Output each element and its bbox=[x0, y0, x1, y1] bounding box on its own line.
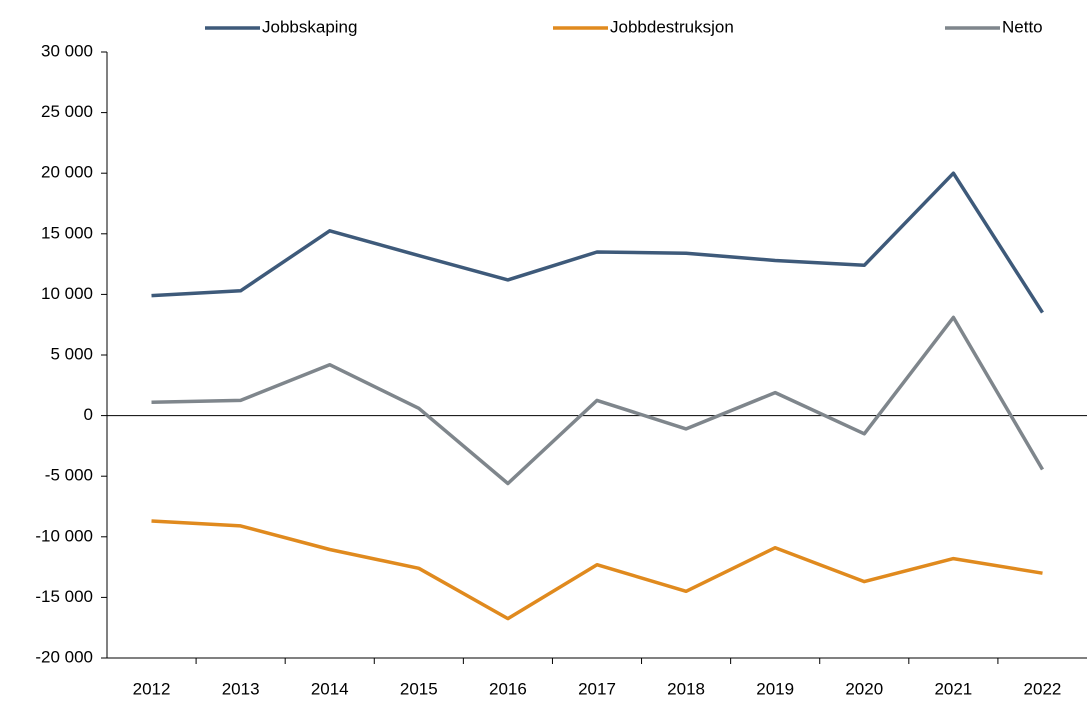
x-tick-label: 2018 bbox=[667, 679, 705, 698]
y-tick-label: 5 000 bbox=[50, 344, 93, 363]
x-tick-label: 2022 bbox=[1024, 679, 1062, 698]
x-tick-label: 2014 bbox=[311, 679, 349, 698]
x-tick-label: 2021 bbox=[934, 679, 972, 698]
y-tick-label: 30 000 bbox=[41, 41, 93, 60]
x-tick-label: 2019 bbox=[756, 679, 794, 698]
x-tick-label: 2016 bbox=[489, 679, 527, 698]
y-tick-label: 0 bbox=[84, 405, 93, 424]
series-line bbox=[151, 171, 1044, 314]
legend-label: Jobbskaping bbox=[262, 17, 357, 36]
y-tick-label: 20 000 bbox=[41, 163, 93, 182]
legend-label: Netto bbox=[1002, 17, 1043, 36]
x-tick-label: 2017 bbox=[578, 679, 616, 698]
y-tick-label: -10 000 bbox=[35, 526, 93, 545]
y-tick-label: 25 000 bbox=[41, 102, 93, 121]
y-tick-label: -5 000 bbox=[45, 466, 93, 485]
series-line bbox=[151, 315, 1045, 486]
y-tick-label: -15 000 bbox=[35, 587, 93, 606]
x-tick-label: 2013 bbox=[222, 679, 260, 698]
y-tick-label: 15 000 bbox=[41, 223, 93, 242]
legend-label: Jobbdestruksjon bbox=[610, 17, 734, 36]
x-tick-label: 2015 bbox=[400, 679, 438, 698]
y-tick-label: 10 000 bbox=[41, 284, 93, 303]
x-tick-label: 2012 bbox=[133, 679, 171, 698]
series-line bbox=[151, 519, 1043, 621]
y-tick-label: -20 000 bbox=[35, 647, 93, 666]
x-tick-label: 2020 bbox=[845, 679, 883, 698]
